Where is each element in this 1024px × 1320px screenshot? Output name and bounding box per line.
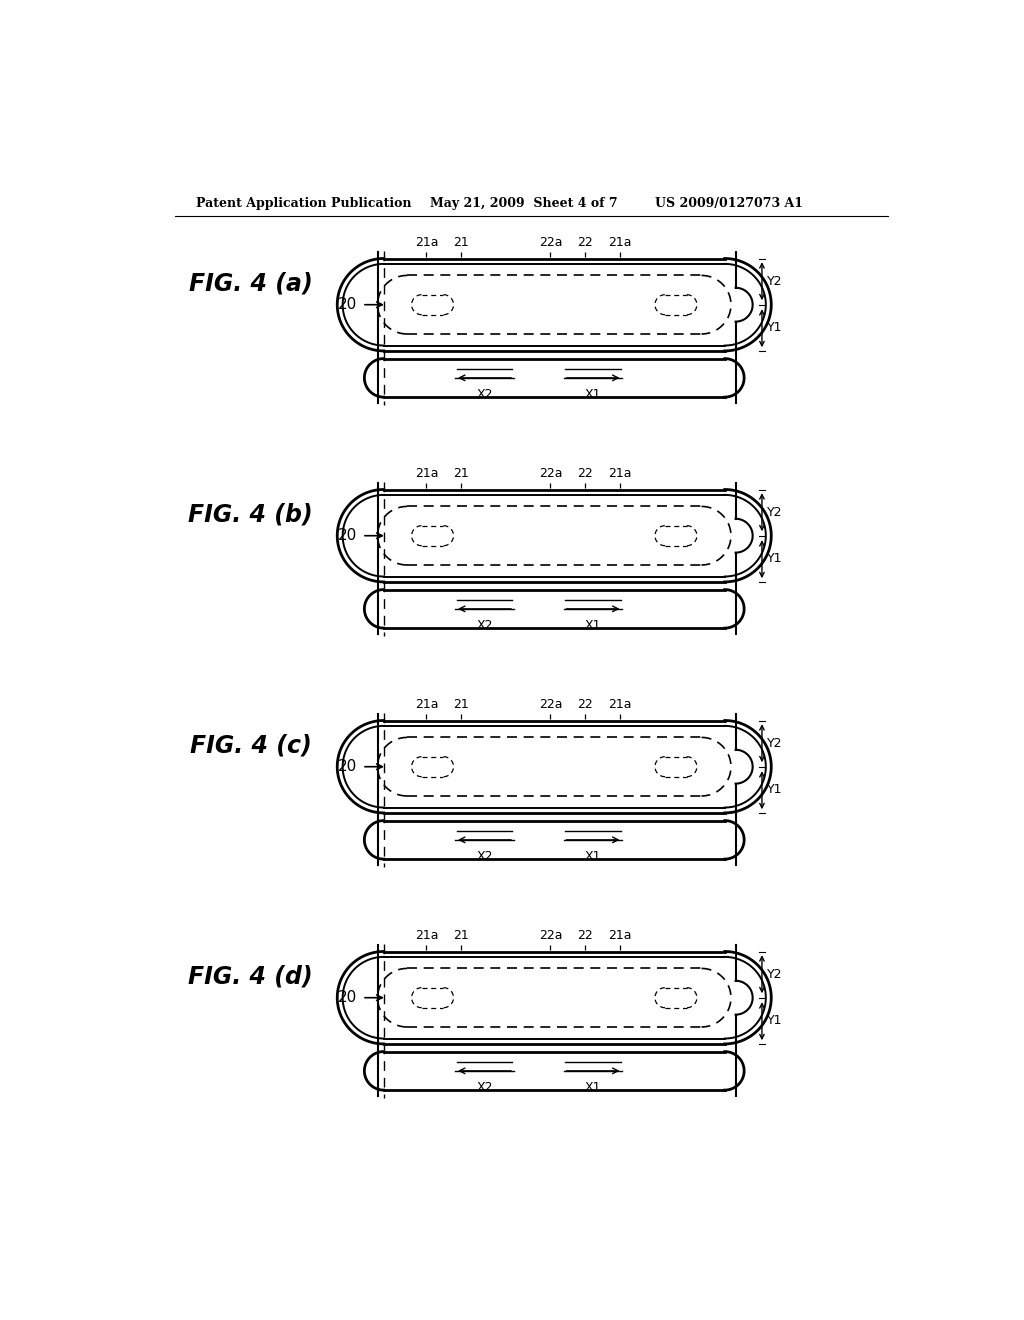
- Text: 20: 20: [338, 297, 357, 313]
- Text: 21a: 21a: [608, 467, 632, 480]
- Text: 22a: 22a: [539, 467, 562, 480]
- Text: X1: X1: [585, 1081, 601, 1094]
- Text: X1: X1: [585, 388, 601, 401]
- Text: 22: 22: [578, 467, 593, 480]
- Text: 20: 20: [338, 990, 357, 1006]
- Text: X1: X1: [585, 619, 601, 632]
- Text: 21: 21: [454, 929, 469, 942]
- Text: Y2: Y2: [767, 968, 783, 981]
- Text: X1: X1: [585, 850, 601, 863]
- Text: 21a: 21a: [415, 929, 438, 942]
- Text: 22: 22: [578, 929, 593, 942]
- Text: 20: 20: [338, 759, 357, 775]
- Text: 22a: 22a: [539, 236, 562, 249]
- Text: FIG. 4 (c): FIG. 4 (c): [189, 733, 311, 758]
- Text: 21a: 21a: [415, 698, 438, 711]
- Text: Y2: Y2: [767, 506, 783, 519]
- Text: FIG. 4 (b): FIG. 4 (b): [188, 502, 312, 527]
- Text: 22: 22: [578, 236, 593, 249]
- Text: Y2: Y2: [767, 737, 783, 750]
- Text: FIG. 4 (d): FIG. 4 (d): [188, 964, 312, 989]
- Text: FIG. 4 (a): FIG. 4 (a): [188, 271, 312, 296]
- Text: Y1: Y1: [767, 783, 783, 796]
- Text: 21a: 21a: [608, 236, 632, 249]
- Text: May 21, 2009  Sheet 4 of 7: May 21, 2009 Sheet 4 of 7: [430, 197, 617, 210]
- Text: X2: X2: [476, 388, 493, 401]
- Text: 21a: 21a: [415, 236, 438, 249]
- Text: Patent Application Publication: Patent Application Publication: [197, 197, 412, 210]
- Text: 22a: 22a: [539, 929, 562, 942]
- Text: Y2: Y2: [767, 275, 783, 288]
- Text: 21a: 21a: [415, 467, 438, 480]
- Text: 20: 20: [338, 528, 357, 544]
- Text: X2: X2: [476, 1081, 493, 1094]
- Text: 22: 22: [578, 698, 593, 711]
- Text: X2: X2: [476, 619, 493, 632]
- Text: X2: X2: [476, 850, 493, 863]
- Text: 21: 21: [454, 467, 469, 480]
- Text: Y1: Y1: [767, 1014, 783, 1027]
- Text: 22a: 22a: [539, 698, 562, 711]
- Text: US 2009/0127073 A1: US 2009/0127073 A1: [655, 197, 803, 210]
- Text: Y1: Y1: [767, 552, 783, 565]
- Text: 21a: 21a: [608, 929, 632, 942]
- Text: Y1: Y1: [767, 321, 783, 334]
- Text: 21a: 21a: [608, 698, 632, 711]
- Text: 21: 21: [454, 236, 469, 249]
- Text: 21: 21: [454, 698, 469, 711]
